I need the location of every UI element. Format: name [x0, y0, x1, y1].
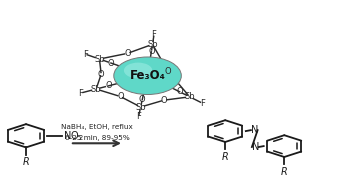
Text: Sb: Sb: [94, 55, 105, 64]
Text: O: O: [117, 92, 124, 101]
Text: O: O: [107, 59, 114, 67]
Text: O: O: [98, 70, 104, 79]
Text: O: O: [105, 81, 112, 90]
Text: 6-25 min, 89-95%: 6-25 min, 89-95%: [64, 135, 129, 141]
Text: Sb: Sb: [184, 92, 195, 101]
Text: F: F: [78, 88, 83, 98]
Text: F: F: [136, 112, 141, 121]
Text: O: O: [148, 47, 155, 56]
Text: F: F: [152, 30, 156, 40]
Text: Sb: Sb: [135, 102, 146, 112]
Text: O: O: [124, 49, 131, 58]
Text: O: O: [176, 87, 183, 96]
Text: F: F: [200, 99, 205, 108]
Text: O: O: [139, 95, 146, 104]
Circle shape: [124, 63, 152, 78]
Text: N: N: [252, 142, 259, 152]
Text: R: R: [222, 152, 228, 162]
Text: O: O: [161, 96, 167, 105]
Circle shape: [114, 57, 181, 94]
Text: Fe₃O₄: Fe₃O₄: [129, 69, 165, 82]
Text: NaBH₄, EtOH, reflux: NaBH₄, EtOH, reflux: [61, 124, 133, 130]
Text: Sb: Sb: [91, 84, 101, 94]
Text: R: R: [23, 157, 29, 167]
Text: R: R: [281, 167, 288, 177]
Text: O: O: [165, 67, 171, 76]
Text: F: F: [83, 50, 87, 59]
Text: Sb: Sb: [147, 40, 158, 49]
Text: NO$_2$: NO$_2$: [63, 129, 83, 143]
Text: N: N: [251, 125, 258, 135]
